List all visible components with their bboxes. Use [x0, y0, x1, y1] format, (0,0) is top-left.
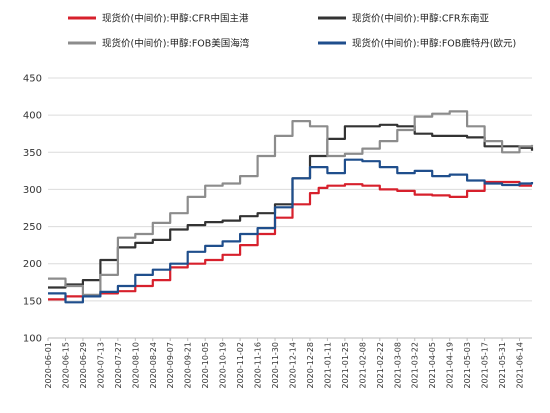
- x-tick-label: 2020-11-16: [254, 342, 263, 389]
- x-axis-tick-labels: 2020-06-01 2020-06-15 2020-06-29 2020-07-13…: [44, 338, 525, 389]
- series-line-1: [48, 180, 532, 301]
- y-tick-label: 100: [23, 334, 42, 345]
- legend-label-4: 现货价(中间价):甲醇:FOB鹿特丹(欧元): [352, 38, 516, 50]
- y-tick-label: 350: [23, 148, 42, 159]
- legend-label-1: 现货价(中间价):甲醇:CFR中国主港: [102, 13, 249, 25]
- y-tick-label: 250: [23, 222, 42, 233]
- x-tick-label: 2020-11-02: [236, 342, 245, 389]
- x-tick-label: 2020-06-29: [79, 342, 88, 389]
- series-line-2: [48, 123, 534, 289]
- series-lines: [48, 110, 534, 304]
- x-tick-label: 2021-06-14: [516, 342, 525, 389]
- y-axis-tick-labels: 100 150 200 250 300 350 400 450: [23, 74, 42, 345]
- x-tick-label: 2020-06-01: [44, 342, 53, 389]
- x-tick-label: 2021-04-19: [446, 342, 455, 389]
- x-tick-label: 2020-12-28: [306, 342, 315, 389]
- series-line-4: [48, 158, 534, 304]
- y-gridlines: [48, 77, 532, 302]
- y-tick-label: 300: [23, 185, 42, 196]
- series-line-3: [48, 110, 534, 296]
- x-tick-label: 2020-10-19: [219, 342, 228, 389]
- x-tick-label: 2021-03-08: [393, 342, 402, 389]
- x-tick-label: 2021-05-17: [481, 342, 490, 389]
- x-tick-label: 2021-02-22: [376, 342, 385, 389]
- x-tick-label: 2021-05-03: [463, 342, 472, 389]
- x-tick-label: 2020-09-07: [166, 342, 175, 389]
- x-tick-label: 2020-10-05: [201, 342, 210, 389]
- y-tick-label: 400: [23, 111, 42, 122]
- x-tick-label: 2021-01-25: [341, 342, 350, 389]
- y-tick-label: 200: [23, 259, 42, 270]
- legend-label-2: 现货价(中间价):甲醇:CFR东南亚: [352, 13, 490, 25]
- x-tick-label: 2020-07-13: [96, 342, 105, 389]
- x-tick-label: 2020-06-15: [61, 342, 70, 389]
- x-tick-label: 2021-02-08: [358, 342, 367, 389]
- x-tick-label: 2021-03-22: [411, 342, 420, 389]
- y-tick-label: 450: [23, 74, 42, 85]
- x-tick-label: 2021-05-31: [498, 342, 507, 389]
- legend: 现货价(中间价):甲醇:CFR中国主港 现货价(中间价):甲醇:CFR东南亚现货价…: [68, 13, 516, 50]
- x-tick-label: 2020-11-30: [271, 342, 280, 389]
- x-tick-label: 2020-07-27: [114, 342, 123, 389]
- x-tick-label: 2020-08-24: [149, 342, 158, 389]
- x-tick-label: 2021-01-11: [323, 342, 332, 389]
- y-tick-label: 150: [23, 296, 42, 307]
- x-tick-label: 2020-09-21: [184, 342, 193, 389]
- legend-label-3: 现货价(中间价):甲醇:FOB美国海湾: [102, 38, 250, 50]
- x-tick-label: 2021-04-05: [428, 342, 437, 389]
- x-tick-label: 2020-08-10: [131, 342, 140, 389]
- x-tick-label: 2020-12-14: [288, 342, 297, 389]
